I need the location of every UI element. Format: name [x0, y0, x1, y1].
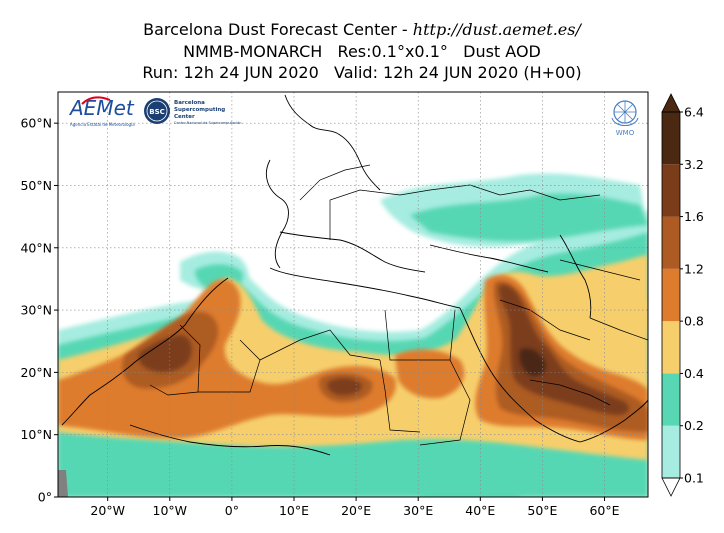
bsc-emblem-icon [144, 98, 170, 124]
bsc-subtitle: Centro Nacional de Supercomputación [174, 121, 241, 125]
lat-tick-label: 30°N [20, 303, 52, 318]
title-url: http://dust.aemet.es/ [412, 20, 581, 39]
map-title-line-3: Run: 12h 24 JUN 2020 Valid: 12h 24 JUN 2… [142, 63, 582, 82]
colorbar-level-label: 1.2 [684, 261, 704, 276]
wmo-compass-icon [614, 101, 636, 123]
dust-field [58, 94, 648, 497]
border-turkmenistan [559, 259, 641, 281]
aod-level-1.6-east [498, 284, 629, 415]
aod-level-1.6-central [327, 378, 362, 396]
border-sudan-ethiopia [419, 359, 471, 446]
country-borders [149, 164, 648, 446]
colorbar-segment [662, 425, 680, 478]
aod-level-0.2-north [410, 193, 648, 242]
aod-level-1.2-east [493, 281, 648, 432]
lat-tick-label: 10°N [20, 427, 52, 442]
longitude-axis: 20°W 10°W 0° 10°E 20°E 30°E 40°E 50°E 60°E [90, 497, 620, 518]
aod-level-0.2-southeast [420, 468, 520, 497]
latitude-axis: 0° 10°N 20°N 30°N 40°N 50°N 60°N [20, 116, 58, 505]
border-russia-ukraine [469, 184, 601, 201]
coastline-mediterranean-north [279, 231, 426, 273]
wmo-text: WMO [616, 129, 635, 137]
border-egypt [384, 309, 456, 361]
colorbar-frame [661, 111, 681, 479]
colorbar-level-label: 1.6 [684, 209, 704, 224]
lon-tick-label: 0° [225, 503, 239, 518]
lat-tick-label: 40°N [20, 240, 52, 255]
coastline-caspian [559, 234, 592, 319]
wmo-logo: WMO [611, 100, 639, 137]
aod-level-1.6-west [138, 335, 192, 373]
lon-tick-label: 20°W [90, 503, 125, 518]
border-saudi-north [499, 299, 591, 341]
coastline-west-africa [61, 277, 229, 426]
bsc-name-line-3: Center [174, 114, 195, 120]
lon-tick-label: 50°E [527, 503, 557, 518]
bsc-emblem-ring [146, 100, 168, 122]
border-chad-sudan [379, 359, 421, 433]
coastline-arabian-sea [579, 399, 648, 443]
colorbar-level-label: 0.2 [684, 418, 704, 433]
map-title-line-1: Barcelona Dust Forecast Center - http://… [0, 20, 724, 40]
colorbar-segment [662, 216, 680, 269]
aemet-logo-subtitle: Agencia Estatal de Meteorología [70, 122, 135, 127]
border-saudi-yemen [529, 379, 611, 406]
title-prefix: Barcelona Dust Forecast Center - [143, 20, 413, 39]
lon-tick-label: 20°E [341, 503, 371, 518]
coastline-western-europe [266, 159, 289, 269]
map-gridlines [58, 92, 648, 497]
lat-tick-label: 60°N [20, 116, 52, 131]
colorbar-extend-min [661, 477, 681, 497]
aemet-logo-text: AEMet [68, 96, 135, 120]
aod-level-0.8-central [395, 349, 465, 399]
border-iran-pakistan [589, 317, 648, 341]
colorbar-segment [662, 112, 680, 165]
colorbar-segment [662, 321, 680, 374]
border-mali-niger [198, 339, 261, 393]
colorbar-level-label: 0.8 [684, 314, 704, 329]
colorbar-segment [662, 373, 680, 426]
aod-level-0.8-west [58, 279, 396, 439]
lat-tick-label: 0° [38, 490, 52, 505]
bsc-name-line-1: Barcelona [174, 100, 205, 106]
colorbar-extend-max [661, 93, 681, 113]
aod-level-3.2 [519, 348, 546, 376]
bsc-logo: BSC Barcelona Supercomputing Center Cent… [144, 98, 241, 125]
colorbar-level-label: 0.1 [684, 471, 704, 486]
coastline-scandinavia [284, 94, 381, 191]
lon-tick-label: 30°E [403, 503, 433, 518]
border-germany-poland [299, 164, 371, 201]
aemet-logo: AEMet Agencia Estatal de Meteorología [68, 96, 135, 127]
coastline-mediterranean-south [269, 267, 461, 309]
bsc-name-line-2: Supercomputing [174, 107, 225, 113]
colorbar-level-label: 6.4 [684, 105, 704, 120]
colorbar-level-label: 3.2 [684, 157, 704, 172]
colorbar-segment [662, 164, 680, 217]
no-data-corner [58, 470, 68, 497]
aod-level-0.4-east [595, 292, 648, 330]
map-title-line-2: NMMB-MONARCH Res:0.1°x0.1° Dust AOD [183, 42, 541, 61]
lon-tick-label: 10°E [279, 503, 309, 518]
lat-tick-label: 20°N [20, 365, 52, 380]
coastline-gulf-of-guinea [129, 424, 331, 456]
lat-tick-label: 50°N [20, 178, 52, 193]
coastlines [61, 94, 648, 456]
wmo-laurel-icon [611, 117, 639, 126]
colorbar-segment [662, 268, 680, 322]
lon-tick-label: 10°W [153, 503, 188, 518]
border-central-europe [329, 184, 471, 240]
coastline-black-sea [429, 244, 549, 273]
map-frame [57, 91, 649, 498]
aemet-swoosh-icon [81, 96, 111, 105]
lon-tick-label: 40°E [465, 503, 495, 518]
border-algeria-libya [259, 329, 381, 361]
colorbar: 0.1 0.2 0.4 0.8 1.2 1.6 3.2 6.4 [661, 93, 704, 497]
lon-tick-label: 60°E [589, 503, 619, 518]
coastline-red-sea [459, 307, 581, 443]
bsc-emblem-text: BSC [149, 108, 165, 116]
colorbar-level-label: 0.4 [684, 366, 704, 381]
